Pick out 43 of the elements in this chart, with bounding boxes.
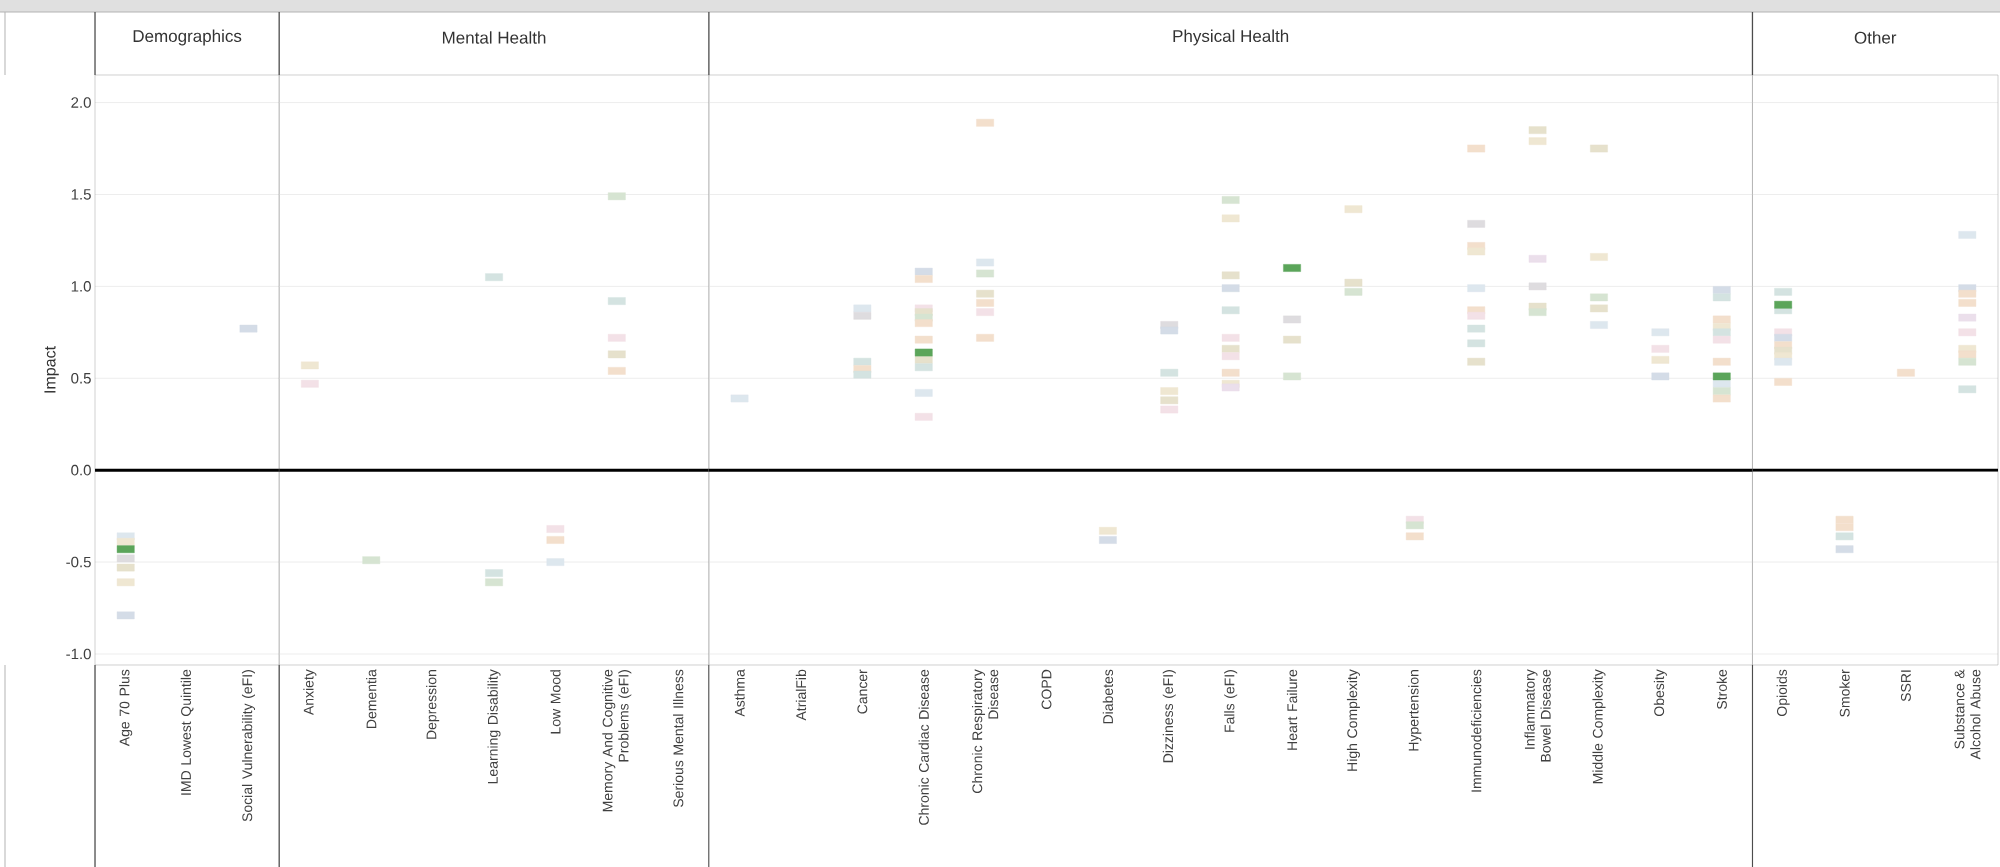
x-tick-label: Chronic Respiratory Disease xyxy=(971,669,999,793)
chart-title: Other xyxy=(1854,31,1897,44)
x-tick-label: Falls (eFI) xyxy=(1224,670,1238,732)
x-tick-label: COPD xyxy=(1041,669,1052,709)
y-tick-label: -1.0 xyxy=(66,648,91,660)
x-tick-label: Hypertension xyxy=(1408,670,1422,751)
x-tick-label: High Complexity xyxy=(1346,669,1360,771)
x-tick-label: Opioids xyxy=(1776,669,1790,716)
x-tick-label: Middle Complexity xyxy=(1592,669,1606,784)
x-tick-label: Low Mood xyxy=(550,670,561,734)
y-axis-title: Impact xyxy=(44,346,59,393)
y-tick-label: -0.5 xyxy=(66,556,91,568)
x-tick-label: Immunodeficiencies xyxy=(1471,669,1482,792)
x-tick-label: Social Vulnerability (eFI) xyxy=(241,670,255,822)
x-tick-label: Smoker xyxy=(1839,669,1850,717)
x-tick-label: SSRI xyxy=(1900,670,1911,702)
x-tick-label: Serious Mental Illness xyxy=(673,669,684,808)
chart-title: Physical Health xyxy=(1173,29,1289,46)
y-tick-label: 0.0 xyxy=(71,464,91,476)
y-tick-label: 1.5 xyxy=(71,189,91,200)
x-tick-label: Memory And Cognitive Problems (eFI) xyxy=(602,669,632,812)
x-tick-label: Substance & Alcohol Abuse xyxy=(1954,669,1981,760)
x-tick-label: AtrialFib xyxy=(795,669,807,721)
x-tick-label: IMD Lowest Quintile xyxy=(180,669,194,795)
x-tick-label: Learning Disability xyxy=(487,669,501,784)
x-tick-label: Depression xyxy=(426,670,440,739)
x-tick-label: Chronic Cardiac Disease xyxy=(918,669,929,825)
x-tick-label: Diabetes xyxy=(1102,669,1114,724)
x-tick-label: Dizziness (eFI) xyxy=(1162,670,1176,763)
x-tick-label: Obesity xyxy=(1653,669,1667,716)
chart-title: Demographics xyxy=(133,29,242,46)
x-tick-label: Age 70 Plus xyxy=(119,669,133,747)
x-tick-label: Asthma xyxy=(734,669,745,717)
y-tick-label: 1.0 xyxy=(71,281,91,292)
y-tick-label: 0.5 xyxy=(71,372,91,384)
x-tick-label: Anxiety xyxy=(303,669,317,716)
x-tick-label: Heart Failure xyxy=(1286,669,1298,750)
y-tick-label: 2.0 xyxy=(71,97,91,108)
x-tick-label: Dementia xyxy=(366,669,377,728)
x-tick-label: Stroke xyxy=(1716,669,1727,710)
x-tick-label: Inflammatory Bowel Disease xyxy=(1524,669,1551,762)
chart-title: Mental Health xyxy=(442,31,546,44)
x-tick-label: Cancer xyxy=(857,669,868,714)
